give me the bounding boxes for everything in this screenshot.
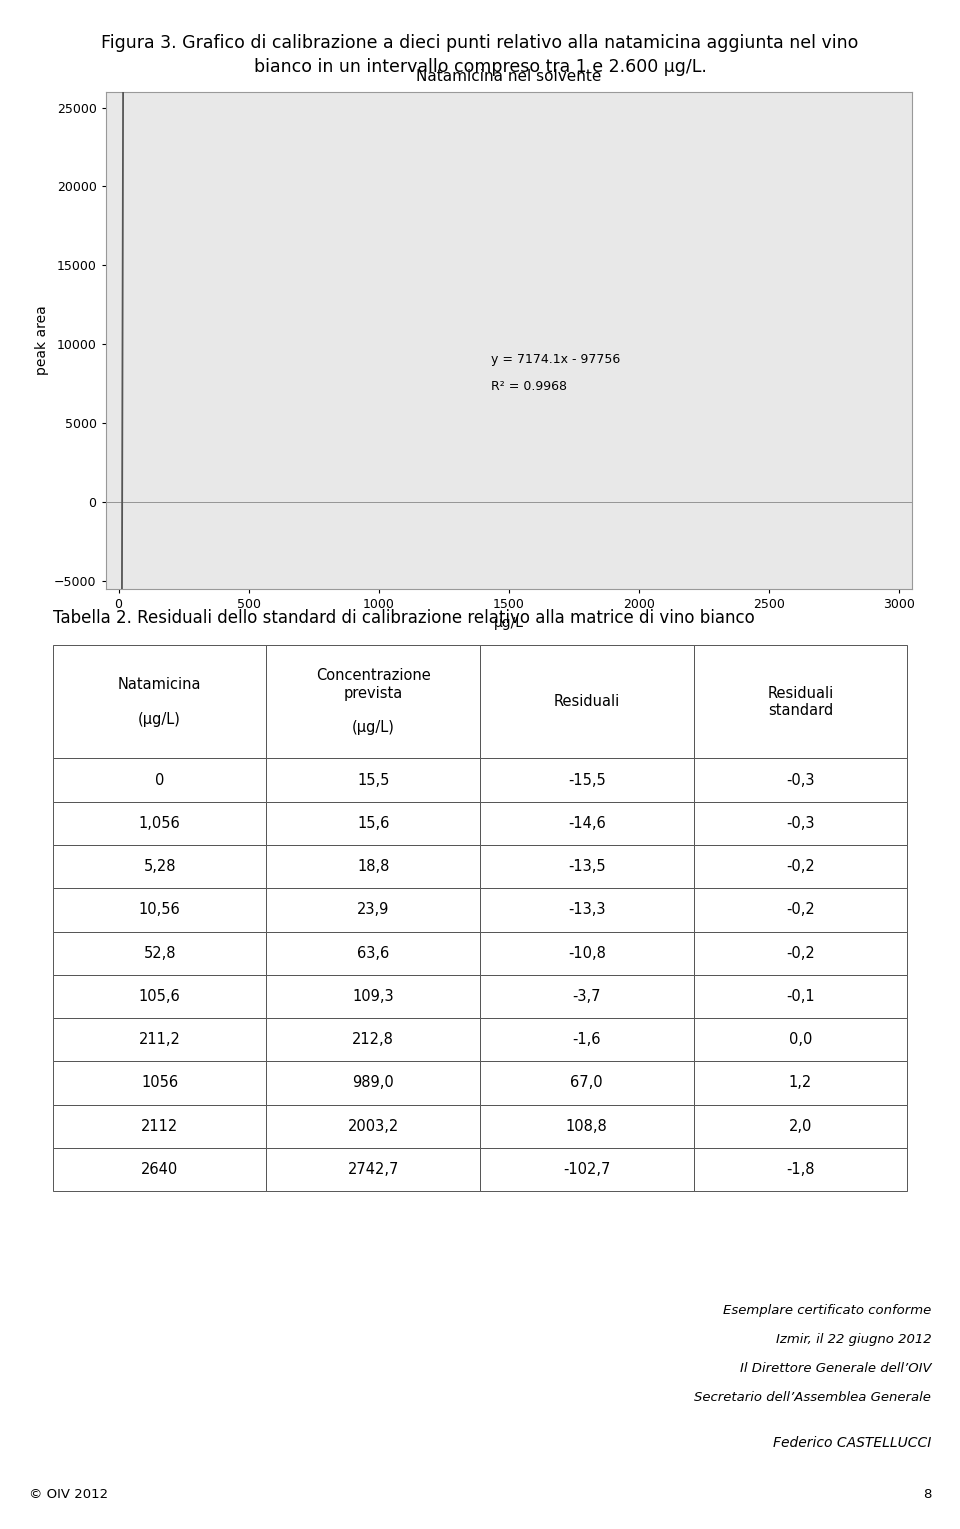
Text: Il Direttore Generale dell’OIV: Il Direttore Generale dell’OIV xyxy=(739,1362,931,1376)
Text: Tabella 2. Residuali dello standard di calibrazione relativo alla matrice di vin: Tabella 2. Residuali dello standard di c… xyxy=(53,609,755,627)
Text: Izmir, il 22 giugno 2012: Izmir, il 22 giugno 2012 xyxy=(776,1333,931,1347)
Text: bianco in un intervallo compreso tra 1 e 2.600 μg/L.: bianco in un intervallo compreso tra 1 e… xyxy=(253,58,707,76)
Text: 8: 8 xyxy=(923,1488,931,1501)
Text: Esemplare certificato conforme: Esemplare certificato conforme xyxy=(723,1304,931,1318)
Title: Natamicina nel solvente: Natamicina nel solvente xyxy=(416,69,602,84)
Text: Federico CASTELLUCCI: Federico CASTELLUCCI xyxy=(773,1436,931,1449)
X-axis label: μg/L: μg/L xyxy=(493,616,524,630)
Text: Secretario dell’Assemblea Generale: Secretario dell’Assemblea Generale xyxy=(694,1391,931,1405)
Point xyxy=(113,836,129,861)
Text: y = 7174.1x - 97756: y = 7174.1x - 97756 xyxy=(491,353,620,365)
Text: Figura 3. Grafico di calibrazione a dieci punti relativo alla natamicina aggiunt: Figura 3. Grafico di calibrazione a diec… xyxy=(102,34,858,52)
Text: R² = 0.9968: R² = 0.9968 xyxy=(491,379,566,393)
Text: © OIV 2012: © OIV 2012 xyxy=(29,1488,108,1501)
Y-axis label: peak area: peak area xyxy=(35,306,49,375)
Point xyxy=(112,1434,128,1459)
